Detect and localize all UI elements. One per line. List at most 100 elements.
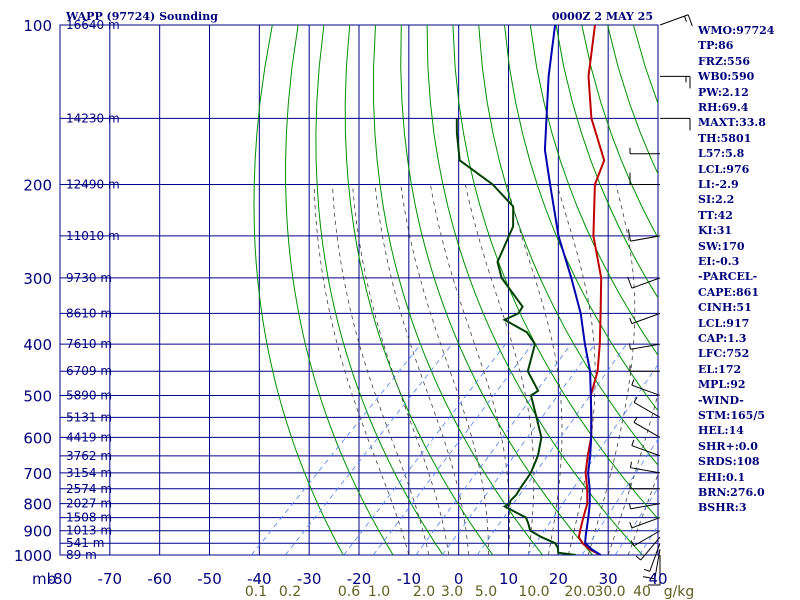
index-stat: LFC:752 [698, 347, 750, 361]
index-stat: RH:69.4 [698, 101, 749, 114]
wind-barb-staff [631, 517, 661, 529]
wind-barb-staff [630, 467, 661, 474]
dry-adiabat-line [344, 25, 494, 555]
series-parcel-line [543, 25, 602, 555]
temperature-tick-label: -60 [147, 570, 172, 588]
series-dewpoint-line [455, 118, 576, 555]
moist-adiabat-line [332, 184, 430, 555]
wind-barb-staff [631, 312, 661, 325]
mixing-ratio-tick-label: 0.2 [279, 584, 301, 600]
mixing-ratio-tick-label: 40 [633, 584, 651, 600]
index-stat: SRDS:108 [698, 455, 760, 469]
mixing-ratio-line [441, 343, 596, 555]
index-stat: CAP:1.3 [698, 332, 747, 345]
dry-adiabat-line [581, 25, 658, 239]
pressure-tick-label: 400 [23, 336, 52, 354]
wind-barb-flag [642, 576, 655, 580]
height-label: 8610 m [66, 306, 112, 320]
temperature-tick-label: 20 [549, 570, 568, 588]
temperature-tick-label: -20 [347, 570, 372, 588]
height-label: 11010 m [66, 229, 120, 243]
wind-barbs [627, 14, 693, 586]
wind-barb [660, 117, 691, 131]
index-stat: SW:170 [698, 239, 745, 253]
wind-barb-staff [633, 530, 661, 547]
wind-barb-staff [631, 277, 661, 289]
height-label: 7610 m [66, 337, 112, 351]
index-stat: CINH:51 [698, 301, 752, 315]
moist-adiabat-line [607, 392, 658, 555]
index-stat: LCL:976 [698, 162, 750, 176]
mixing-ratio-tick-label: 20.0 [564, 584, 595, 600]
mixing-ratio-tick-label: 3.0 [441, 584, 463, 600]
pressure-tick-label: 800 [23, 496, 52, 514]
index-stat: EHI:0.1 [698, 470, 746, 484]
mixing-ratio-line [476, 343, 627, 555]
temperature-tick-label: -80 [48, 570, 73, 588]
wind-barb-staff [640, 536, 661, 561]
wind-barb-flag [630, 540, 635, 546]
wind-barb-staff [659, 14, 689, 26]
moist-adiabat-line [627, 472, 658, 555]
dry-adiabat-line [452, 25, 658, 520]
index-stat: BSHR:3 [698, 501, 747, 515]
height-label: 1013 m [66, 524, 112, 538]
height-label: 2574 m [66, 482, 112, 496]
wind-barb [633, 396, 661, 418]
wind-barb [648, 555, 661, 586]
index-stat: EL:172 [698, 362, 742, 376]
wind-barb [635, 536, 661, 561]
mixing-ratio-unit-label: g/kg [664, 584, 695, 600]
temperature-tick-label: -40 [247, 570, 272, 588]
index-stat: PW:2.12 [698, 85, 749, 99]
height-label: 5890 m [66, 388, 112, 402]
pressure-tick-label: 200 [23, 177, 52, 195]
mixing-ratio-tick-label: 5.0 [475, 584, 497, 600]
index-stat: LCL:917 [698, 316, 750, 330]
wind-barb [643, 543, 661, 572]
mixing-ratio-tick-label: 0.6 [338, 584, 360, 600]
pressure-tick-label: 100 [23, 17, 52, 35]
dry-adiabat-line [373, 25, 543, 555]
index-stat: -PARCEL- [698, 270, 758, 284]
wind-barb-staff [631, 384, 661, 396]
wind-barb-staff [649, 543, 661, 572]
moist-adiabat-line [400, 184, 489, 555]
mixing-ratio-line [251, 343, 422, 555]
wind-barb [629, 482, 660, 490]
wind-barb [631, 439, 661, 457]
wind-barb [629, 312, 661, 325]
index-stat: STM:165/5 [698, 409, 765, 422]
pressure-unit-label: mb [32, 570, 56, 588]
wind-barb [629, 461, 661, 474]
moist-adiabat-line [313, 184, 410, 555]
index-stat: HEL:14 [698, 424, 744, 438]
temperature-tick-label: -50 [197, 570, 222, 588]
height-label: 89 m [66, 548, 97, 562]
chart-grid [59, 24, 659, 556]
wind-barb-flag [627, 276, 633, 289]
temperature-tick-label: 10 [499, 570, 518, 588]
dry-adiabat-line [285, 25, 394, 555]
mixing-ratio-tick-label: 1.0 [368, 584, 390, 600]
wind-barb-flag [629, 461, 632, 468]
wind-barb [629, 365, 660, 372]
index-stat: TP:86 [698, 39, 734, 53]
wind-barb-staff [630, 235, 661, 242]
series-temperature-line [577, 25, 606, 555]
index-stat: FRZ:556 [698, 54, 751, 68]
mixing-ratio-tick-label: 0.1 [245, 584, 267, 600]
wind-barb [630, 530, 661, 547]
dry-adiabat-line [315, 25, 444, 555]
pressure-tick-label: 900 [23, 523, 52, 541]
wind-barb [629, 147, 660, 155]
wind-barb-flag [631, 439, 635, 446]
mixing-ratio-line [372, 343, 533, 555]
wind-barb [633, 416, 661, 438]
wind-barb-staff [631, 445, 661, 457]
dry-adiabat-line [400, 25, 593, 555]
index-stat: WB0:590 [698, 70, 755, 84]
temperature-tick-label: -10 [397, 570, 422, 588]
mixing-ratio-line [343, 343, 506, 555]
